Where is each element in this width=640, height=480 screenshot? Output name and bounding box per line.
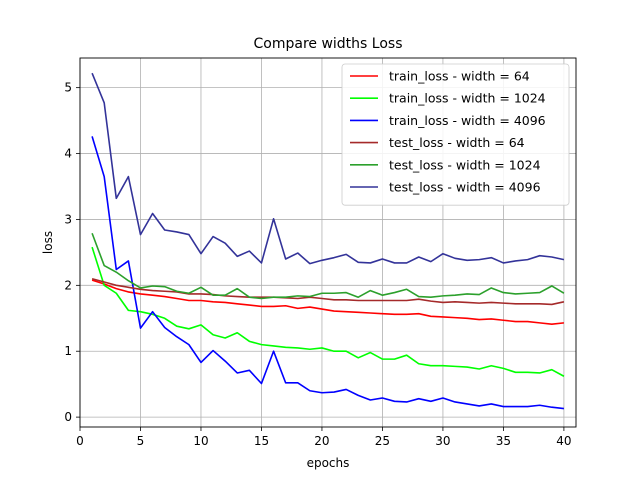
series-line-1 (91, 279, 564, 326)
y-tick-label: 3 (64, 212, 72, 226)
series-line-6 (91, 72, 565, 265)
x-tick-label: 10 (193, 434, 208, 448)
chart-title: Compare widths Loss (254, 36, 403, 52)
legend: train_loss - width = 64 train_loss - widt… (341, 63, 570, 206)
legend-label: train_loss - width = 1024 (389, 91, 546, 106)
series-line-5 (91, 232, 565, 300)
legend-label: test_loss - width = 4096 (389, 180, 541, 195)
x-tick-label: 15 (254, 434, 269, 448)
series-lines (91, 72, 565, 410)
axis-ticks: 0 5 10 15 20 25 30 35 40 0 1 2 3 4 5 (64, 81, 571, 448)
x-axis-label: epochs (307, 456, 350, 470)
series-line-3 (91, 136, 564, 410)
series-line-4 (91, 277, 565, 306)
x-tick-label: 5 (137, 434, 145, 448)
x-tick-label: 0 (76, 434, 84, 448)
y-tick-label: 5 (64, 81, 72, 95)
y-tick-label: 1 (64, 344, 72, 358)
legend-box (341, 63, 570, 206)
legend-label: train_loss - width = 4096 (389, 113, 546, 128)
legend-label: train_loss - width = 64 (389, 69, 530, 84)
x-tick-label: 40 (556, 434, 571, 448)
series-line-2 (91, 246, 565, 377)
y-tick-label: 4 (64, 147, 72, 161)
legend-label: test_loss - width = 64 (389, 135, 525, 150)
x-tick-label: 25 (375, 434, 390, 448)
x-tick-label: 20 (314, 434, 329, 448)
x-tick-label: 30 (435, 434, 450, 448)
y-axis-label: loss (41, 231, 55, 254)
y-tick-label: 2 (64, 278, 72, 292)
legend-label: test_loss - width = 1024 (389, 157, 541, 172)
y-tick-label: 0 (64, 410, 72, 424)
plot-frame (79, 57, 577, 428)
x-tick-label: 35 (496, 434, 511, 448)
